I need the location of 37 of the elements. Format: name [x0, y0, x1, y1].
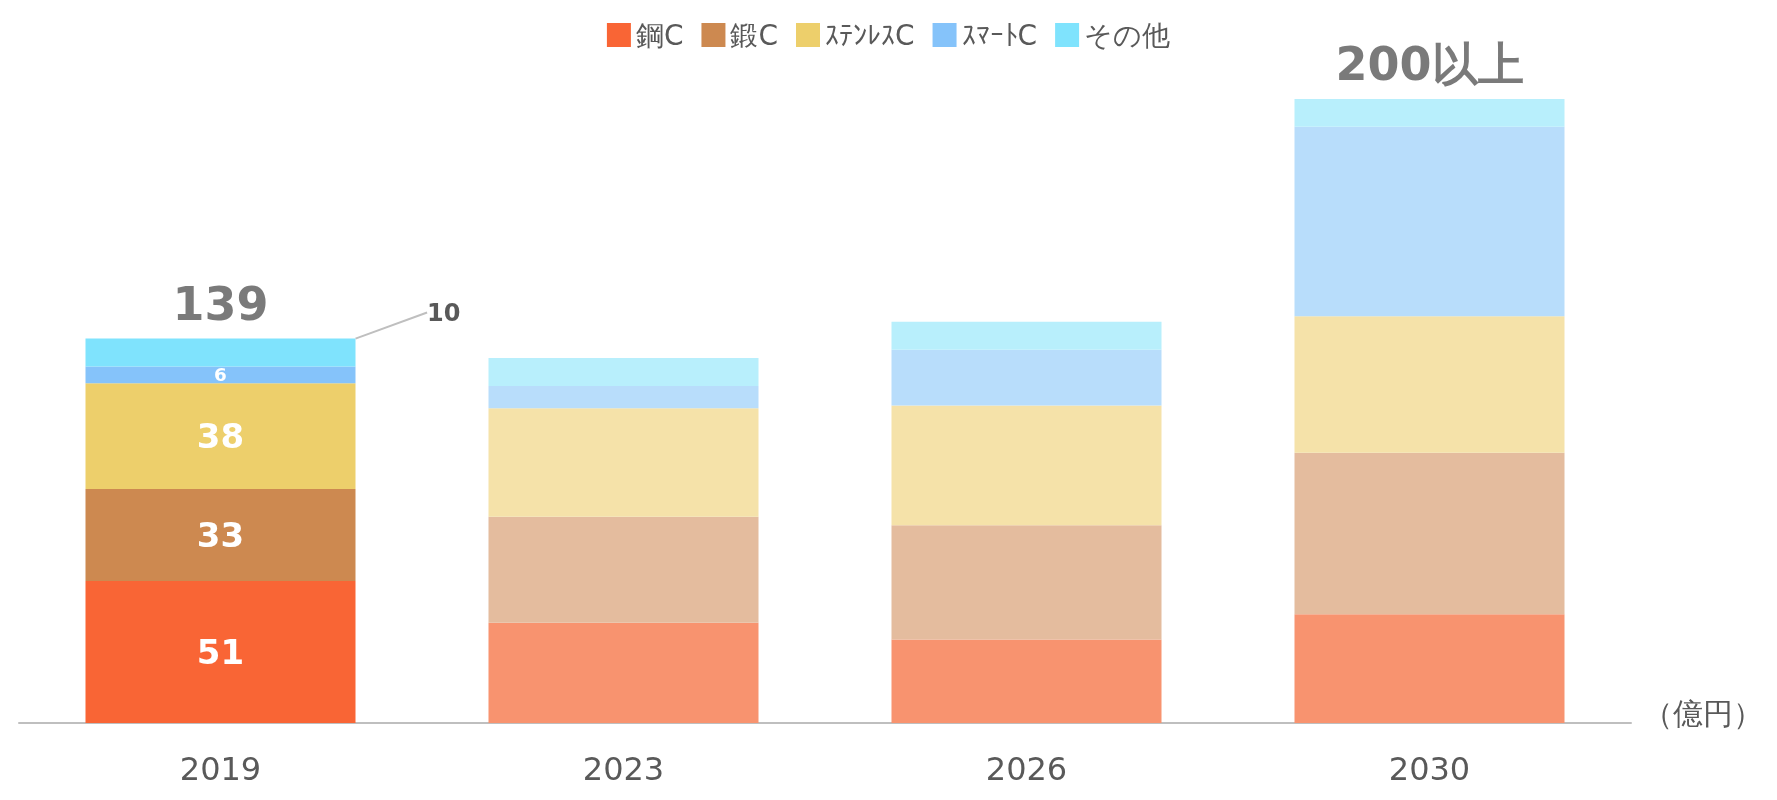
bar	[488, 358, 759, 386]
x-tick-label: 2026	[985, 750, 1068, 788]
annotation: 200以上	[1335, 37, 1524, 91]
bar	[488, 516, 759, 623]
bar	[85, 366, 356, 384]
data-label: 51	[196, 631, 245, 672]
bar	[891, 639, 1162, 723]
legend-label: 鍛C	[730, 18, 779, 52]
bar	[891, 405, 1162, 526]
data-label: 33	[196, 514, 245, 555]
bar	[1294, 126, 1565, 317]
bar	[488, 622, 759, 723]
bar	[85, 489, 356, 581]
bar	[891, 525, 1162, 640]
legend-label: ｽﾃﾝﾚｽC	[825, 18, 915, 52]
x-tick-label: 2023	[582, 750, 665, 788]
total-label: 139	[172, 276, 269, 331]
bar	[1294, 614, 1565, 723]
legend-label: 鋼C	[635, 18, 684, 52]
data-label: 6	[214, 364, 227, 386]
x-tick-label: 2030	[1388, 750, 1471, 788]
bar	[488, 408, 759, 517]
bar	[85, 338, 356, 367]
data-label: 10	[427, 298, 461, 327]
bar	[1294, 452, 1565, 615]
legend-label: その他	[1084, 18, 1171, 52]
data-label: 38	[196, 416, 245, 457]
bar	[1294, 316, 1565, 453]
legend-label: ｽﾏｰﾄC	[961, 18, 1038, 52]
bar	[1294, 99, 1565, 127]
bar	[85, 580, 356, 723]
x-tick-label: 2019	[179, 750, 262, 788]
text: （億円）	[1643, 695, 1763, 731]
bar	[891, 321, 1162, 350]
bar	[488, 385, 759, 409]
bar	[85, 383, 356, 489]
bar	[891, 349, 1162, 406]
